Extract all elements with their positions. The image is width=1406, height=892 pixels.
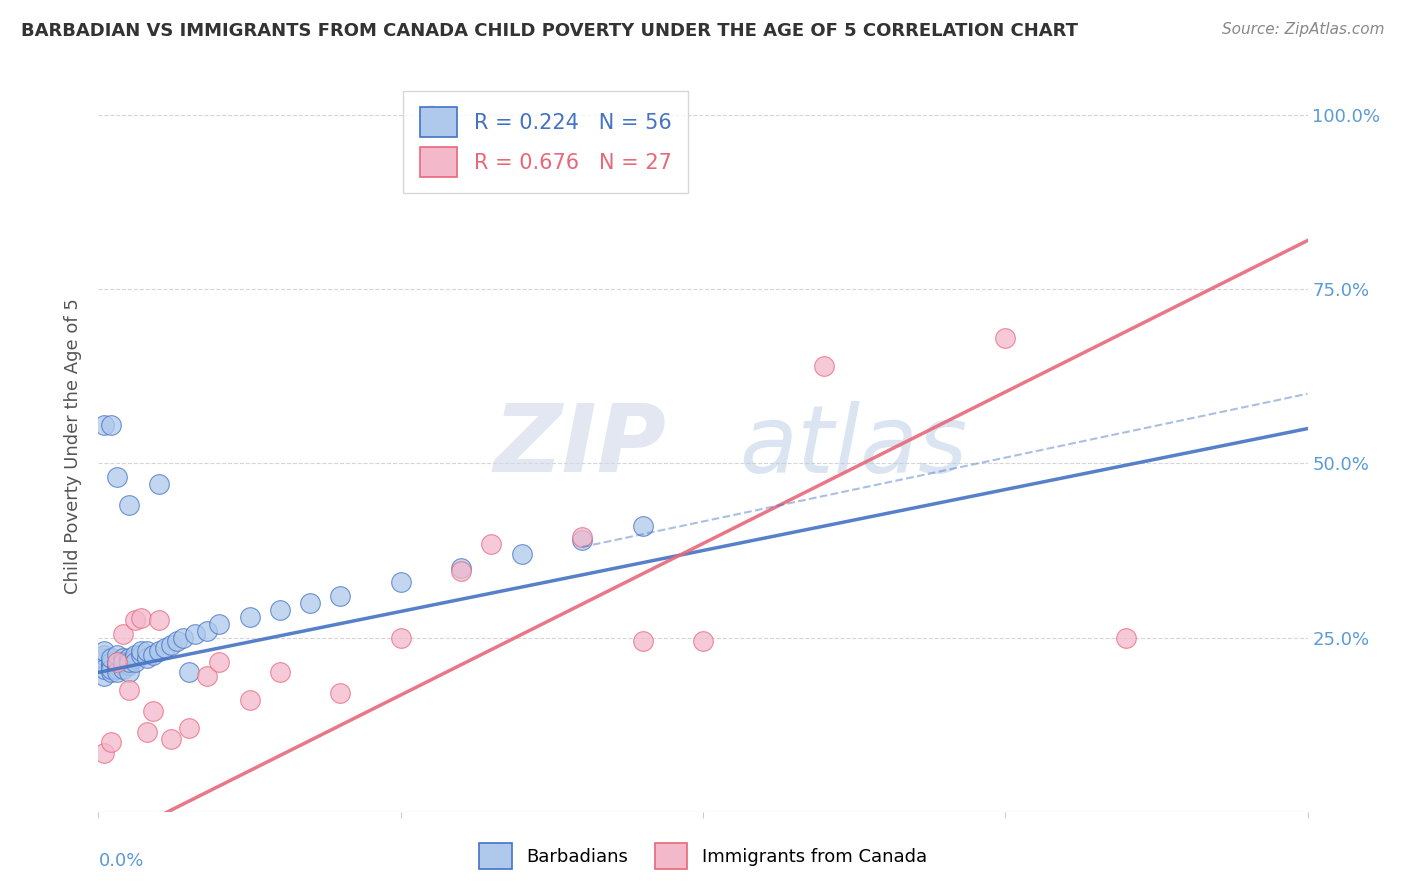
Point (118, 658, 141, 673)
Point (111, 655, 134, 669)
Point (148, 644, 170, 658)
Point (100, 665, 122, 680)
Point (100, 655, 122, 669)
Text: atlas: atlas (740, 401, 967, 491)
Legend: Barbadians, Immigrants from Canada: Barbadians, Immigrants from Canada (472, 836, 934, 876)
Point (135, 724, 157, 739)
Point (124, 655, 146, 669)
Point (93, 648, 115, 662)
Point (184, 627, 207, 641)
Point (129, 611, 152, 625)
Point (100, 651, 122, 665)
Point (93, 746, 115, 760)
Point (105, 470, 128, 484)
Point (195, 669, 218, 683)
Point (1115, 631, 1137, 645)
Point (135, 651, 157, 665)
Point (172, 631, 194, 645)
Point (571, 533, 593, 547)
Point (148, 613, 170, 627)
Point (269, 665, 291, 680)
Point (93, 644, 115, 658)
Point (93, 662, 115, 676)
Legend: R = 0.224   N = 56, R = 0.676   N = 27: R = 0.224 N = 56, R = 0.676 N = 27 (404, 91, 689, 194)
Point (450, 561, 472, 575)
Point (389, 631, 412, 645)
Text: ZIP: ZIP (494, 400, 666, 492)
Point (208, 655, 231, 669)
Point (100, 735, 122, 749)
Point (510, 547, 533, 561)
Point (420, 108, 443, 122)
Point (692, 634, 714, 648)
Point (166, 634, 188, 648)
Point (118, 655, 141, 669)
Point (142, 704, 165, 718)
Point (111, 651, 134, 665)
Point (105, 655, 128, 669)
Text: BARBADIAN VS IMMIGRANTS FROM CANADA CHILD POVERTY UNDER THE AGE OF 5 CORRELATION: BARBADIAN VS IMMIGRANTS FROM CANADA CHIL… (21, 22, 1078, 40)
Point (105, 655, 128, 669)
Point (571, 530, 593, 544)
Point (118, 665, 141, 680)
Point (994, 331, 1017, 345)
Point (111, 627, 134, 641)
Point (269, 603, 291, 617)
Point (148, 477, 170, 491)
Point (160, 638, 183, 652)
Point (118, 498, 141, 512)
Point (111, 658, 134, 673)
Point (239, 609, 262, 624)
Point (118, 682, 141, 697)
Point (142, 648, 165, 662)
Point (93, 418, 115, 433)
Point (124, 613, 146, 627)
Point (329, 686, 352, 700)
Point (195, 624, 218, 638)
Point (299, 596, 322, 610)
Point (100, 658, 122, 673)
Point (389, 574, 412, 589)
Point (111, 655, 134, 669)
Point (100, 662, 122, 676)
Point (208, 616, 231, 631)
Point (105, 648, 128, 662)
Point (631, 519, 654, 533)
Point (105, 662, 128, 676)
Point (105, 658, 128, 673)
Point (100, 418, 122, 433)
Point (450, 565, 472, 579)
Point (179, 721, 201, 735)
Point (481, 536, 503, 550)
Point (631, 634, 654, 648)
Point (93, 651, 115, 665)
Point (129, 644, 152, 658)
Point (111, 662, 134, 676)
Point (118, 651, 141, 665)
Point (179, 665, 201, 680)
Point (105, 665, 128, 680)
Point (135, 644, 157, 658)
Y-axis label: Child Poverty Under the Age of 5: Child Poverty Under the Age of 5 (65, 298, 83, 594)
Point (329, 589, 352, 603)
Text: Source: ZipAtlas.com: Source: ZipAtlas.com (1222, 22, 1385, 37)
Point (93, 669, 115, 683)
Point (239, 693, 262, 707)
Point (124, 651, 146, 665)
Point (153, 640, 176, 655)
Point (813, 359, 835, 373)
Point (129, 648, 152, 662)
Point (124, 648, 146, 662)
Text: 0.0%: 0.0% (98, 852, 143, 870)
Point (160, 731, 183, 746)
Point (93, 655, 115, 669)
